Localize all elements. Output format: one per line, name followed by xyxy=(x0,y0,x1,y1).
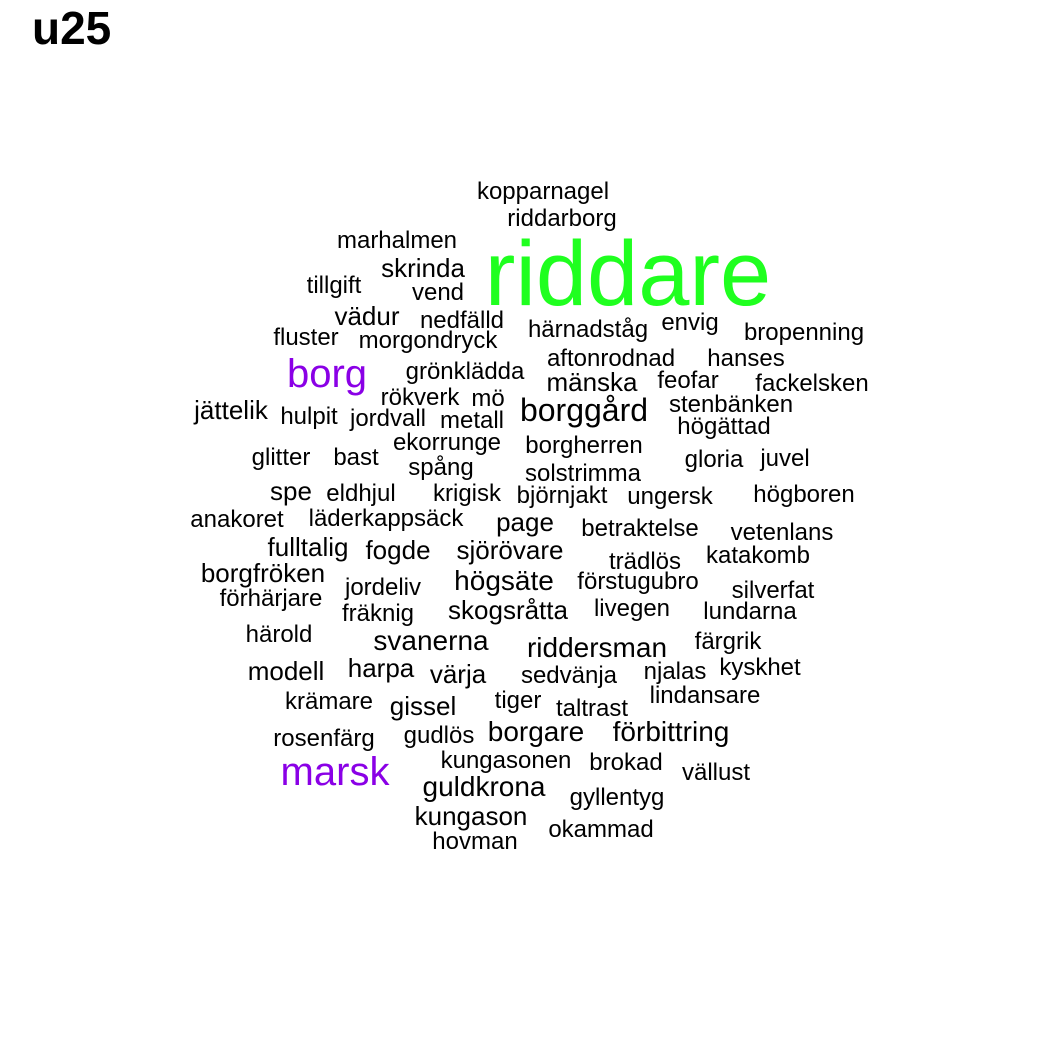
word-metall: metall xyxy=(439,407,505,434)
word-sjorovare: sjörövare xyxy=(456,535,564,565)
word-hanses: hanses xyxy=(707,345,785,372)
word-katakomb: katakomb xyxy=(705,542,811,569)
word-taltrast: taltrast xyxy=(555,695,629,722)
word-page: page xyxy=(496,507,554,537)
word-solstrimma: solstrimma xyxy=(524,460,642,487)
word-marsk: marsk xyxy=(280,750,390,794)
word-bast: bast xyxy=(333,444,379,471)
word-spe: spe xyxy=(270,476,312,506)
word-fargrik: färgrik xyxy=(694,628,762,655)
word-manska: mänska xyxy=(546,367,638,397)
word-forharjare: förhärjare xyxy=(219,585,323,612)
word-gloria: gloria xyxy=(684,446,744,473)
word-ekorrunge: ekorrunge xyxy=(392,429,502,456)
word-krigisk: krigisk xyxy=(432,480,502,507)
word-vallust: vällust xyxy=(681,759,751,786)
word-borgherren: borgherren xyxy=(525,432,643,459)
word-skrinda: skrinda xyxy=(381,253,465,283)
word-betraktelse: betraktelse xyxy=(581,515,699,542)
word-envig: envig xyxy=(661,309,719,336)
word-stenbanken: stenbänken xyxy=(668,391,794,418)
word-livegen: livegen xyxy=(593,595,671,622)
word-fackelsken: fackelsken xyxy=(755,370,869,397)
word-kopparnagel: kopparnagel xyxy=(476,178,610,205)
word-fluster: fluster xyxy=(273,324,339,351)
word-tiger: tiger xyxy=(494,687,542,714)
word-riddarborg: riddarborg xyxy=(507,205,617,232)
word-hovman: hovman xyxy=(432,828,518,855)
word-hulpit: hulpit xyxy=(280,403,338,430)
word-vadur: vädur xyxy=(334,301,400,331)
word-spang: spång xyxy=(408,454,474,481)
word-sedvanja: sedvänja xyxy=(520,662,618,689)
word-hogboren: högboren xyxy=(753,481,855,508)
word-glitter: glitter xyxy=(251,444,311,471)
word-bropenning: bropenning xyxy=(743,319,865,346)
word-kungasonen: kungasonen xyxy=(440,747,572,774)
word-fulltalig: fulltalig xyxy=(267,532,349,562)
word-gissel: gissel xyxy=(389,691,457,721)
word-bjornjakt: björnjakt xyxy=(516,482,608,509)
word-hogsate: högsäte xyxy=(454,565,554,596)
word-brokad: brokad xyxy=(589,749,663,776)
word-kyskhet: kyskhet xyxy=(719,654,801,681)
word-forbittring: förbittring xyxy=(612,716,730,747)
word-aftonrodnad: aftonrodnad xyxy=(546,345,676,372)
word-varja: värja xyxy=(429,659,487,689)
word-lindansare: lindansare xyxy=(649,682,761,709)
word-nedfalld: nedfälld xyxy=(419,307,505,334)
word-borggard: borggård xyxy=(519,392,649,428)
word-forstugubro: förstugubro xyxy=(577,568,699,595)
word-riddare: riddare xyxy=(484,223,772,325)
word-juvel: juvel xyxy=(760,445,810,472)
word-jordvall: jordvall xyxy=(349,405,427,432)
word-marhalmen: marhalmen xyxy=(336,227,458,254)
word-feofar: feofar xyxy=(657,367,719,394)
word-gyllentyg: gyllentyg xyxy=(569,784,665,811)
word-morgondryck: morgondryck xyxy=(358,327,498,354)
word-njalas: njalas xyxy=(643,658,707,685)
word-svanerna: svanerna xyxy=(373,625,489,656)
word-hogattad: högättad xyxy=(677,413,771,440)
word-vetenlans: vetenlans xyxy=(730,519,834,546)
word-borg: borg xyxy=(286,352,368,396)
word-rokverk: rökverk xyxy=(380,384,460,411)
word-harpa: harpa xyxy=(347,653,415,683)
word-jordeliv: jordeliv xyxy=(344,574,422,601)
word-kungason: kungason xyxy=(414,801,528,831)
word-borgfroken: borgfröken xyxy=(200,558,326,588)
word-vend: vend xyxy=(411,279,465,306)
word-harold: härold xyxy=(245,621,313,648)
word-fraknig: fräknig xyxy=(341,600,415,627)
word-skogsratta: skogsråtta xyxy=(448,595,568,625)
word-gudlos: gudlös xyxy=(403,722,475,749)
word-fogde: fogde xyxy=(365,535,431,565)
word-lundarna: lundarna xyxy=(703,598,797,625)
word-modell: modell xyxy=(247,656,325,686)
word-mo: mö xyxy=(471,385,505,412)
word-anakoret: anakoret xyxy=(190,506,284,533)
word-eldhjul: eldhjul xyxy=(326,480,396,507)
word-harnadstag: härnadståg xyxy=(527,316,649,343)
word-rosenfarg: rosenfärg xyxy=(273,725,375,752)
word-okammad: okammad xyxy=(548,816,654,843)
word-laderkappsack: läderkappsäck xyxy=(308,505,464,532)
word-jattelik: jättelik xyxy=(194,395,268,425)
cloud-title: u25 xyxy=(32,2,112,54)
word-tillgift: tillgift xyxy=(306,272,362,299)
word-tradlos: trädlös xyxy=(608,548,682,575)
word-riddersman: riddersman xyxy=(526,632,668,663)
word-borgare: borgare xyxy=(487,716,585,747)
word-gronkladda: grönklädda xyxy=(405,358,525,385)
word-kramare: krämare xyxy=(284,688,374,715)
word-silverfat: silverfat xyxy=(731,577,815,604)
word-ungersk: ungersk xyxy=(627,483,713,510)
word-guldkrona: guldkrona xyxy=(422,771,546,802)
